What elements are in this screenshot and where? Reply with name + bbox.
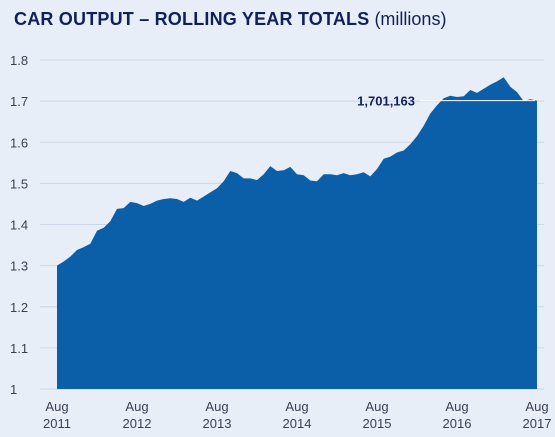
- chart-title-text: CAR OUTPUT – ROLLING YEAR TOTALS: [14, 9, 370, 29]
- x-tick-month: Aug: [525, 399, 548, 414]
- x-tick-year: 2011: [43, 416, 71, 431]
- x-tick-year: 2013: [203, 416, 232, 431]
- x-tick-year: 2017: [523, 416, 552, 431]
- y-tick-label: 1.1: [10, 341, 28, 356]
- x-tick-month: Aug: [45, 399, 68, 414]
- y-tick-label: 1.7: [10, 94, 28, 109]
- x-tick-year: 2016: [443, 416, 472, 431]
- y-tick-label: 1.2: [10, 300, 28, 315]
- x-tick-month: Aug: [365, 399, 388, 414]
- y-tick-label: 1.5: [10, 176, 28, 191]
- x-tick-month: Aug: [125, 399, 148, 414]
- x-tick-year: 2014: [283, 416, 312, 431]
- y-tick-label: 1.3: [10, 259, 28, 274]
- x-tick-month: Aug: [445, 399, 468, 414]
- annotation-label: 1,701,163: [357, 94, 415, 109]
- y-tick-label: 1.6: [10, 135, 28, 150]
- chart-title: CAR OUTPUT – ROLLING YEAR TOTALS (millio…: [14, 9, 446, 30]
- area-series: [57, 77, 537, 390]
- x-tick-year: 2015: [363, 416, 392, 431]
- y-tick-label: 1: [10, 382, 17, 397]
- x-tick-month: Aug: [205, 399, 228, 414]
- y-tick-label: 1.4: [10, 218, 28, 233]
- chart-unit-note: (millions): [374, 9, 447, 29]
- x-tick-month: Aug: [285, 399, 308, 414]
- y-tick-label: 1.8: [10, 53, 28, 68]
- x-tick-year: 2012: [123, 416, 152, 431]
